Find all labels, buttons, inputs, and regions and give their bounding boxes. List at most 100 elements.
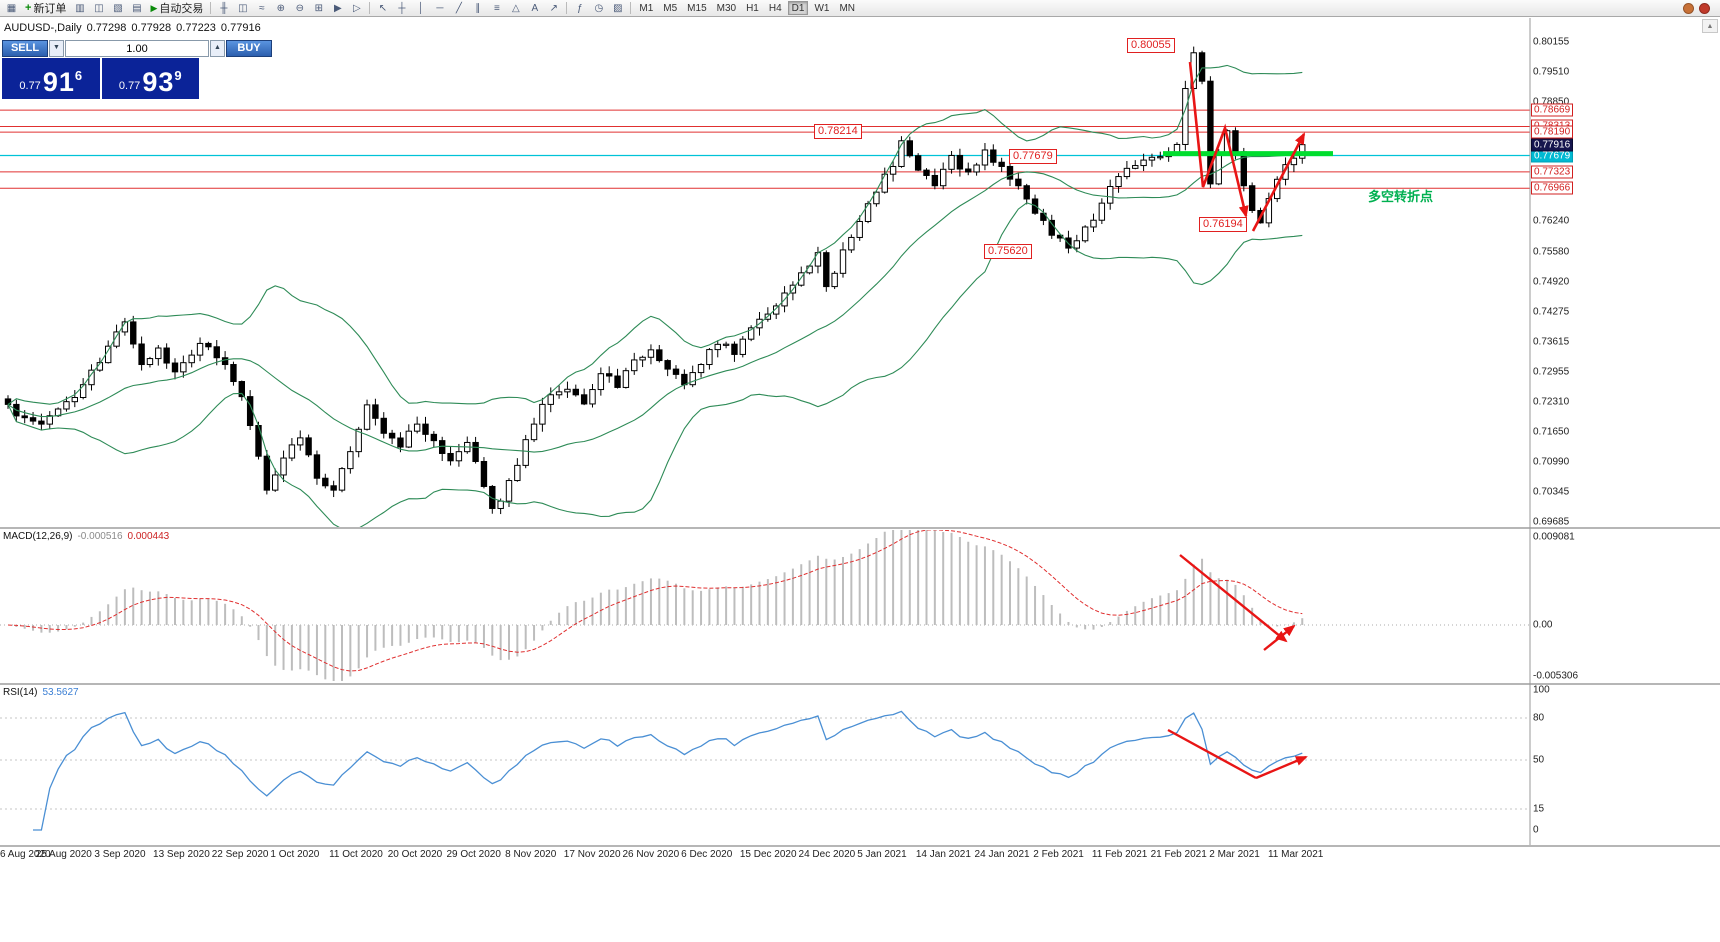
date-axis-label: 1 Oct 2020: [270, 849, 320, 860]
bollinger-band-line: [7, 64, 1303, 405]
pane-separator[interactable]: [0, 845, 1720, 847]
trendline-icon[interactable]: ╱: [455, 2, 462, 14]
auto-trading-button[interactable]: ▶ 自动交易: [150, 2, 204, 16]
sell-price-big: 91: [42, 67, 75, 97]
shapes-icon[interactable]: △: [512, 2, 520, 14]
volume-up-button[interactable]: ▲: [210, 40, 225, 57]
data-window-icon[interactable]: ◫: [94, 2, 104, 14]
date-axis-label: 3 Sep 2020: [94, 849, 146, 860]
bar-chart-icon[interactable]: ╫: [220, 2, 228, 14]
toolbar-separator: [566, 2, 568, 14]
navigator-icon[interactable]: ▧: [113, 2, 123, 14]
date-axis-label: 24 Jan 2021: [974, 849, 1030, 860]
date-axis-label: 11 Oct 2020: [329, 849, 383, 860]
toolbar-separator: [630, 2, 632, 14]
price-axis-label: 0.78850: [1533, 96, 1570, 108]
buy-price-display[interactable]: 0.77 93 9: [101, 58, 199, 99]
zoom-in-icon[interactable]: ⊕: [276, 2, 286, 14]
date-axis-label: 2 Mar 2021: [1209, 849, 1260, 860]
indicators-add-icon[interactable]: ƒ: [577, 2, 583, 14]
auto-scroll-icon[interactable]: ▶: [334, 2, 342, 14]
one-click-trading-panel: SELL ▼ ▲ BUY 0.77 91 6 0.77 93 9: [2, 40, 272, 99]
timeframe-button-w1[interactable]: W1: [814, 3, 830, 14]
red-zigzag-annotation[interactable]: [1188, 61, 1249, 218]
sell-price-sup: 6: [74, 68, 83, 83]
rsi-label: RSI(14): [3, 687, 38, 698]
timeframe-button-h4[interactable]: H4: [768, 3, 782, 14]
candlestick-icon[interactable]: ◫: [238, 2, 248, 14]
main-price-pane[interactable]: [0, 46, 1530, 531]
chart-scroll-up-button[interactable]: ▲: [1702, 19, 1718, 33]
chart-shift-icon[interactable]: ▷: [353, 2, 361, 14]
price-axis-label: 0.69685: [1533, 516, 1570, 528]
pane-separator[interactable]: [0, 683, 1720, 685]
rsi-pane[interactable]: [0, 710, 1530, 831]
timeframe-button-m1[interactable]: M1: [639, 3, 654, 14]
horizontal-line-icon[interactable]: ─: [436, 2, 444, 14]
text-icon[interactable]: A: [531, 2, 539, 14]
timeframe-button-m30[interactable]: M30: [716, 3, 737, 14]
news-icon[interactable]: [1683, 2, 1694, 14]
pane-separator[interactable]: [0, 527, 1720, 529]
macd-down-arrow-annotation[interactable]: [1179, 554, 1288, 643]
rsi-up-arrow-annotation[interactable]: [1255, 755, 1308, 780]
price-axis-label: 0.70990: [1533, 456, 1570, 468]
date-axis-label: 26 Nov 2020: [622, 849, 680, 860]
channel-icon[interactable]: ∥: [475, 2, 481, 14]
terminal-icon[interactable]: ▤: [132, 2, 142, 14]
rsi-value: 53.5627: [42, 687, 79, 698]
macd-pane[interactable]: [0, 517, 1530, 682]
sell-price-display[interactable]: 0.77 91 6: [2, 58, 100, 99]
timeframe-button-h1[interactable]: H1: [746, 3, 759, 14]
periods-icon[interactable]: ◷: [594, 2, 604, 14]
timeframe-button-d1[interactable]: D1: [787, 1, 809, 15]
line-chart-icon[interactable]: ≈: [259, 2, 265, 14]
time-axis[interactable]: 6 Aug 2020 25 Aug 2020 3 Sep 2020 13 Sep 20…: [0, 846, 1720, 866]
timeframe-button-m15[interactable]: M15: [687, 3, 707, 14]
macd-up-arrow-annotation[interactable]: [1263, 624, 1296, 651]
date-axis-label: 21 Feb 2021: [1150, 849, 1207, 860]
volume-down-button[interactable]: ▼: [49, 40, 64, 57]
cursor-icon[interactable]: ↖: [378, 2, 388, 14]
date-axis-label: 8 Nov 2020: [505, 849, 557, 860]
date-axis-label: 14 Jan 2021: [915, 849, 971, 860]
price-axis-label: 0.72955: [1533, 366, 1570, 378]
timeframe-button-mn[interactable]: MN: [839, 3, 856, 14]
buy-price-sup: 9: [174, 68, 182, 83]
buy-button[interactable]: BUY: [226, 40, 272, 57]
current-price-tag: 0.77916: [1531, 138, 1574, 152]
tile-windows-icon[interactable]: ⊞: [314, 2, 324, 14]
community-icon[interactable]: [1699, 2, 1710, 14]
vertical-line-icon[interactable]: │: [417, 2, 424, 14]
crosshair-icon[interactable]: ┼: [398, 2, 406, 14]
zoom-out-icon[interactable]: ⊖: [295, 2, 305, 14]
price-axis[interactable]: 0.80155 0.79510 0.78850 0.76240 0.75580 0.749…: [1530, 0, 1720, 846]
chinese-note-annotation[interactable]: 多空转折点: [1368, 189, 1434, 204]
date-axis-label: 2 Feb 2021: [1033, 849, 1084, 860]
candlesticks: [4, 46, 1306, 515]
toolbar: ▦ + 新订单 ▥ ◫ ▧ ▤ ▶ 自动交易 ╫ ◫ ≈ ⊕ ⊖ ⊞ ▶ ▷ ↖ ┼ │ ─ ╱ ∥ ≡ △ A ↗ ƒ ◷ ▨ M1 M5 M…: [0, 0, 1720, 17]
red-up-arrow-annotation[interactable]: [1251, 132, 1306, 232]
charts-icon[interactable]: ▦: [6, 2, 17, 14]
new-order-button[interactable]: + 新订单: [25, 2, 67, 15]
price-axis-label: 0.73615: [1533, 336, 1570, 348]
date-axis-label: 22 Sep 2020: [211, 849, 269, 860]
ohlc-close: 0.77916: [220, 22, 261, 34]
arrows-icon[interactable]: ↗: [549, 2, 559, 14]
timeframe-button-m5[interactable]: M5: [663, 3, 678, 14]
fibonacci-icon[interactable]: ≡: [493, 2, 500, 14]
rsi-down-line-annotation[interactable]: [1167, 728, 1257, 780]
price-axis-label: 0.76240: [1533, 215, 1570, 227]
market-watch-icon[interactable]: ▥: [75, 2, 85, 14]
templates-icon[interactable]: ▨: [613, 2, 623, 14]
macd-axis-label: 0.009081: [1533, 531, 1575, 543]
volume-input[interactable]: [65, 40, 209, 57]
sell-button[interactable]: SELL: [2, 40, 48, 57]
hline-price-tag: 0.76966: [1531, 181, 1574, 195]
macd-main-value: -0.000516: [77, 531, 123, 542]
price-axis-label: 0.74275: [1533, 306, 1570, 318]
macd-indicator-header: MACD(12,26,9) -0.000516 0.000443: [3, 531, 174, 542]
ohlc-open: 0.77298: [86, 22, 127, 34]
date-axis-label: 15 Dec 2020: [739, 849, 797, 860]
